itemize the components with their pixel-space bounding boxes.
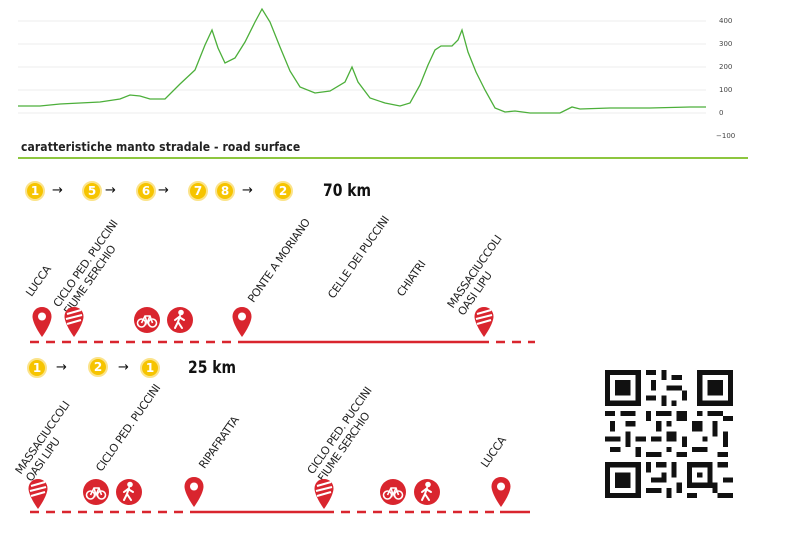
y-tick-label: 0 bbox=[719, 109, 724, 117]
place-label: CHIATRI bbox=[394, 258, 429, 299]
arrow-icon: → bbox=[242, 183, 253, 198]
pedestrian-icon bbox=[414, 479, 440, 505]
stage-number-badge: 8 bbox=[215, 181, 235, 201]
location-pin-icon bbox=[184, 477, 204, 507]
bicycle-lane-icon bbox=[474, 307, 494, 337]
stage-number-badge: 7 bbox=[188, 181, 208, 201]
pedestrian-icon bbox=[167, 307, 193, 333]
pedestrian-icon bbox=[116, 479, 142, 505]
arrow-icon: → bbox=[52, 183, 63, 198]
y-tick-label: 400 bbox=[719, 17, 733, 25]
stage-number-badge: 6 bbox=[136, 181, 156, 201]
stage-number-badge: 1 bbox=[27, 358, 47, 378]
bicycle-lane-icon bbox=[28, 479, 48, 509]
arrow-icon: → bbox=[158, 183, 169, 198]
elevation-profile bbox=[18, 7, 706, 114]
arrow-icon: → bbox=[118, 360, 129, 375]
stage-number-badge: 5 bbox=[82, 181, 102, 201]
place-label: RIPAFRATTA bbox=[196, 414, 242, 471]
place-label: CICLO PED. PUCCINI bbox=[93, 382, 164, 474]
place-label: CICLO PED. PUCCINI FIUME SERCHIO bbox=[50, 217, 121, 317]
elevation-line bbox=[18, 7, 706, 114]
place-label: CELLE DEI PUCCINI bbox=[325, 213, 392, 301]
route1-distance: 70 km bbox=[323, 181, 372, 201]
section-title: caratteristiche manto stradale - road su… bbox=[21, 140, 301, 154]
stage-number-badge: 1 bbox=[140, 358, 160, 378]
road-surface-line bbox=[30, 340, 535, 344]
section-divider bbox=[18, 157, 748, 159]
bicycle-lane-icon bbox=[64, 307, 84, 337]
place-label: LUCCA bbox=[478, 434, 509, 470]
y-tick-label: 300 bbox=[719, 40, 733, 48]
route2-distance: 25 km bbox=[188, 358, 237, 378]
arrow-icon: → bbox=[56, 360, 67, 375]
place-label: LUCCA bbox=[23, 263, 54, 299]
bicycle-icon bbox=[83, 479, 109, 505]
stage-number-badge: 2 bbox=[273, 181, 293, 201]
y-tick-label: 100 bbox=[719, 86, 733, 94]
place-label: CICLO PED. PUCCINI FIUME SERCHIO bbox=[304, 384, 375, 484]
bicycle-lane-icon bbox=[314, 479, 334, 509]
place-label: PONTE A MORIANO bbox=[245, 216, 313, 305]
qr-code bbox=[605, 370, 733, 498]
bicycle-icon bbox=[134, 307, 160, 333]
y-tick-label: −100 bbox=[716, 132, 736, 140]
location-pin-icon bbox=[232, 307, 252, 337]
place-label: MASSACIUCCOLI OASI LIPU bbox=[12, 398, 73, 484]
location-pin-icon bbox=[491, 477, 511, 507]
stage-number-badge: 2 bbox=[88, 357, 108, 377]
road-surface-line bbox=[30, 510, 530, 514]
location-pin-icon bbox=[32, 307, 52, 337]
bicycle-icon bbox=[380, 479, 406, 505]
y-tick-label: 200 bbox=[719, 63, 733, 71]
stage-number-badge: 1 bbox=[25, 181, 45, 201]
arrow-icon: → bbox=[105, 183, 116, 198]
